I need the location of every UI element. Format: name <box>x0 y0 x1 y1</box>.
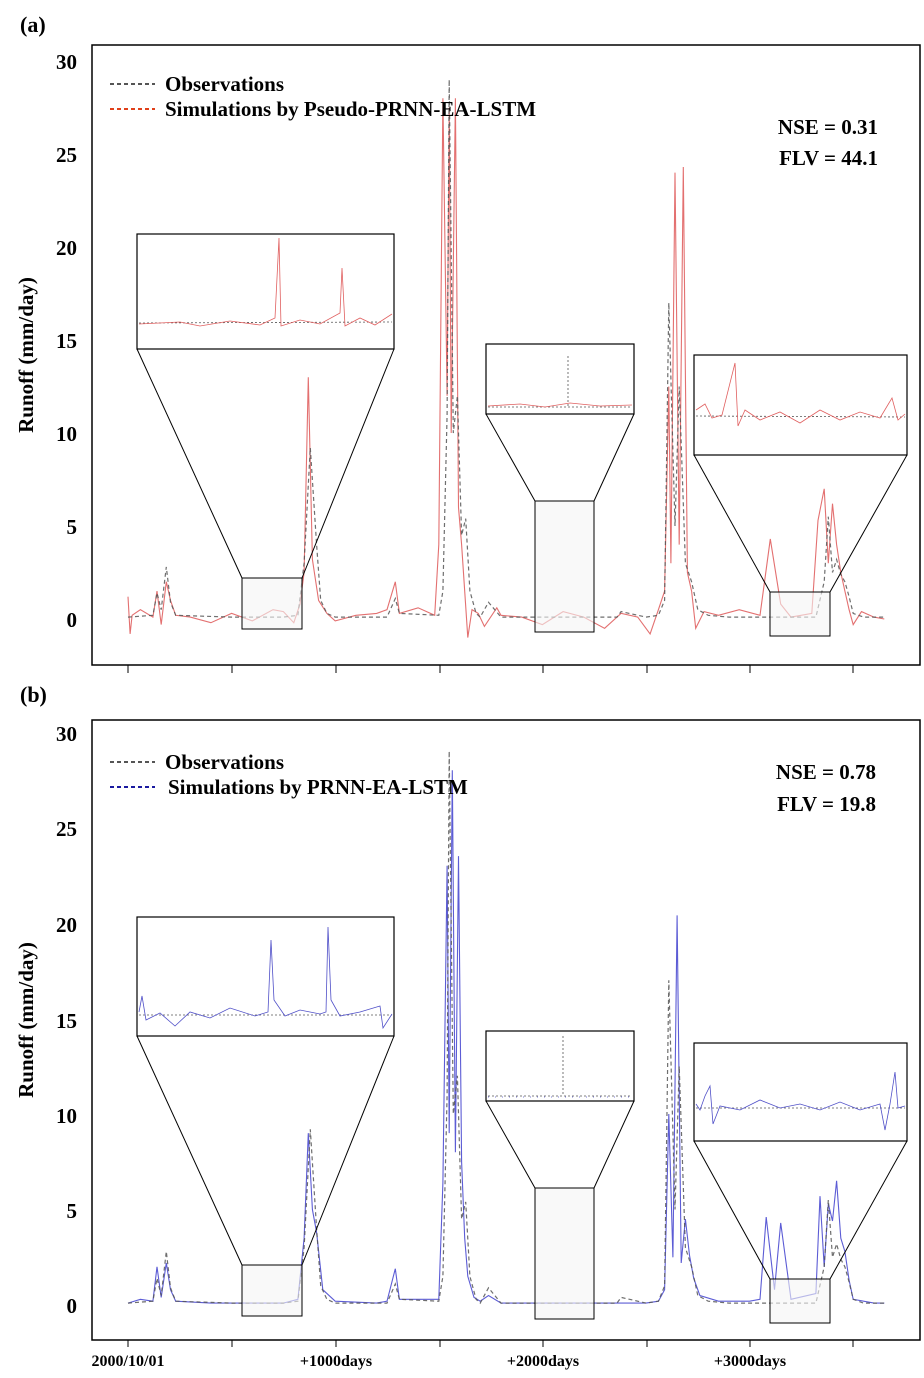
panel-b-inset-2-observed-trace <box>488 1034 632 1097</box>
panel-b-legend-simulation: Simulations by PRNN-EA-LSTM <box>168 775 468 799</box>
panel-b-zoom-source-2 <box>534 1187 595 1320</box>
panel-b-zoom-inset-3 <box>693 1042 908 1142</box>
panel-b-ytick-25: 25 <box>56 817 77 841</box>
panel-a-y-ticks: 0 5 10 15 20 25 30 <box>56 50 77 632</box>
panel-a-zoom-connector <box>693 454 771 593</box>
panel-b-ytick-20: 20 <box>56 913 77 937</box>
panel-a-zoom-connector <box>301 348 395 579</box>
panel-a-zoom-source-1 <box>241 577 303 630</box>
panel-b-ytick-10: 10 <box>56 1104 77 1128</box>
panel-b-x-ticks: 2000/10/01 +1000days +2000days +3000days <box>92 1340 854 1370</box>
panel-a-zoom-connector <box>829 454 908 593</box>
panel-b-inset-1-simulated-trace <box>138 926 393 1030</box>
panel-a-ytick-20: 20 <box>56 236 77 260</box>
panel-b-zoom-connector <box>829 1140 908 1280</box>
panel-a-legend-observations: Observations <box>165 72 284 96</box>
panel-a-y-axis-label: Runoff (mm/day) <box>14 277 38 433</box>
panel-b-zoom-connector <box>485 1100 536 1189</box>
panel-a-zoom-inset-1 <box>136 233 395 350</box>
panel-a-flv: FLV = 44.1 <box>779 146 878 170</box>
panel-b-zoom-source-1 <box>241 1264 303 1317</box>
panel-a-x-ticks <box>127 665 854 673</box>
panel-a-zoom-connector <box>593 413 635 502</box>
panel-b-flv: FLV = 19.8 <box>777 792 876 816</box>
panel-b-xtick-label-1000: +1000days <box>300 1353 372 1370</box>
panel-b-ytick-0: 0 <box>67 1294 78 1318</box>
panel-b: (b) Runoff (mm/day) 0 5 10 15 20 25 30 2… <box>14 682 921 1370</box>
panel-a-ytick-10: 10 <box>56 422 77 446</box>
panel-b-legend: Observations Simulations by PRNN-EA-LSTM <box>110 750 468 799</box>
panel-a-legend-simulation: Simulations by Pseudo-PRNN-EA-LSTM <box>165 97 536 121</box>
panel-a-zoom-inset-2 <box>485 343 635 415</box>
panel-a-frame <box>91 44 921 666</box>
panel-a-ytick-30: 30 <box>56 50 77 74</box>
panel-a-zoom-connector <box>136 348 243 579</box>
panel-b-zoom-connector <box>301 1035 395 1266</box>
panel-a-zoom-source-3 <box>769 591 831 637</box>
panel-a-legend: Observations Simulations by Pseudo-PRNN-… <box>110 72 536 121</box>
panel-a-inset-2-observed-trace <box>488 356 632 408</box>
panel-a-inset-3-observed-trace <box>695 415 906 418</box>
panel-b-xtick-label-3000: +3000days <box>714 1353 786 1370</box>
panel-b-zoom-inset-2 <box>485 1030 635 1102</box>
panel-b-zoom-connector <box>593 1100 635 1189</box>
panel-b-ytick-30: 30 <box>56 722 77 746</box>
panel-b-legend-observations: Observations <box>165 750 284 774</box>
panel-b-zoom-connector <box>693 1140 771 1280</box>
panel-a-inset-2-simulated-trace <box>487 402 633 408</box>
panel-b-ytick-5: 5 <box>67 1199 78 1223</box>
panel-a-inset-3-simulated-trace <box>695 362 906 427</box>
panel-b-y-axis-label: Runoff (mm/day) <box>14 942 38 1098</box>
panel-b-zoom-insets <box>136 916 908 1324</box>
panel-a-ytick-5: 5 <box>67 515 78 539</box>
panel-a-zoom-source-2 <box>534 500 595 633</box>
panel-a-zoom-insets <box>136 233 908 637</box>
panel-a: (a) Runoff (mm/day) 0 5 10 15 20 25 30 <box>14 12 921 673</box>
panel-a-metrics: NSE = 0.31 FLV = 44.1 <box>778 115 878 170</box>
panel-b-label: (b) <box>20 682 47 707</box>
panel-b-frame <box>91 719 921 1341</box>
panel-a-ytick-15: 15 <box>56 329 77 353</box>
panel-a-nse: NSE = 0.31 <box>778 115 878 139</box>
panel-a-ytick-0: 0 <box>67 608 78 632</box>
panel-a-label: (a) <box>20 12 46 37</box>
panel-a-zoom-connector <box>485 413 536 502</box>
panel-b-ytick-15: 15 <box>56 1009 77 1033</box>
panel-b-zoom-connector <box>136 1035 243 1266</box>
panel-b-metrics: NSE = 0.78 FLV = 19.8 <box>776 760 876 816</box>
panel-b-zoom-inset-1 <box>136 916 395 1037</box>
panel-b-zoom-source-3 <box>769 1278 831 1324</box>
panel-b-xtick-label-0: 2000/10/01 <box>92 1353 165 1370</box>
panel-a-zoom-inset-3 <box>693 354 908 456</box>
panel-a-inset-1-simulated-trace <box>138 237 393 327</box>
panel-b-inset-3-simulated-trace <box>695 1071 906 1131</box>
panel-b-y-ticks: 0 5 10 15 20 25 30 <box>56 722 77 1318</box>
panel-a-ytick-25: 25 <box>56 143 77 167</box>
panel-b-nse: NSE = 0.78 <box>776 760 876 784</box>
panel-b-xtick-label-2000: +2000days <box>507 1353 579 1370</box>
